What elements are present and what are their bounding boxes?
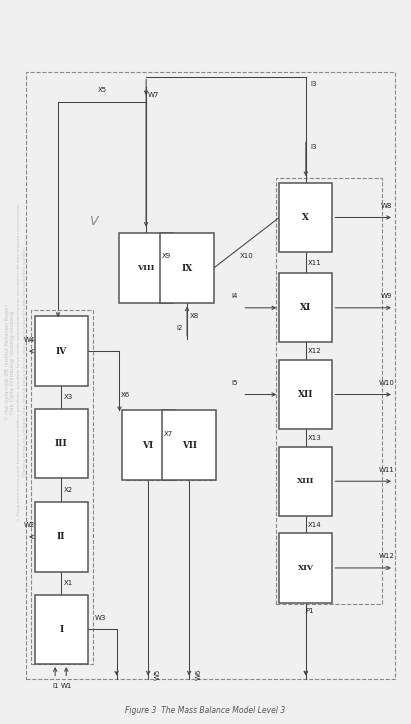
- Bar: [162, 411, 216, 480]
- Text: X13: X13: [308, 435, 322, 441]
- Bar: [26, 72, 395, 678]
- Bar: [35, 502, 88, 571]
- Text: X5: X5: [97, 88, 106, 93]
- Text: XIII: XIII: [297, 477, 314, 485]
- Text: XI: XI: [300, 303, 312, 312]
- Text: Dilarang mengutip sebagian atau seluruh karya tulis ini tanpa mencantumkan dan m: Dilarang mengutip sebagian atau seluruh …: [23, 247, 27, 477]
- Text: W2: W2: [24, 522, 35, 529]
- Text: IX: IX: [181, 264, 193, 272]
- Text: X8: X8: [190, 313, 199, 319]
- Text: I2: I2: [176, 325, 183, 331]
- Bar: [279, 447, 332, 516]
- Text: Hak Cipta Dilindungi Undang-Undang: Hak Cipta Dilindungi Undang-Undang: [11, 311, 16, 413]
- Text: X1: X1: [64, 580, 73, 586]
- Text: X: X: [302, 213, 309, 222]
- Text: XIV: XIV: [298, 564, 314, 572]
- Text: I4: I4: [232, 293, 238, 299]
- Text: IV: IV: [56, 347, 67, 355]
- Bar: [160, 233, 214, 303]
- Text: W8: W8: [381, 203, 392, 209]
- Text: VIII: VIII: [137, 264, 155, 272]
- Bar: [279, 182, 332, 252]
- Text: III: III: [55, 439, 68, 448]
- Text: © Hak cipta milik IPB (Institut Pertanian Bogor): © Hak cipta milik IPB (Institut Pertania…: [4, 304, 9, 420]
- Bar: [279, 360, 332, 429]
- Text: X14: X14: [308, 521, 322, 528]
- Bar: [35, 316, 88, 386]
- Text: VI: VI: [143, 441, 154, 450]
- Text: Figure 3  The Mass Balance Model Level 3: Figure 3 The Mass Balance Model Level 3: [125, 706, 286, 715]
- Text: W6: W6: [196, 668, 202, 680]
- Text: X11: X11: [308, 260, 322, 266]
- Text: X6: X6: [121, 392, 130, 397]
- Text: I1: I1: [52, 683, 58, 689]
- Text: W5: W5: [155, 668, 161, 680]
- Bar: [123, 232, 212, 302]
- Text: I3: I3: [310, 143, 316, 150]
- Bar: [35, 594, 88, 664]
- Text: II: II: [57, 532, 66, 542]
- Text: P1: P1: [306, 608, 314, 614]
- Text: W3: W3: [95, 615, 106, 620]
- Text: X9: X9: [162, 253, 171, 259]
- Bar: [35, 409, 88, 479]
- Bar: [126, 411, 215, 480]
- Text: a. Pengutipan hanya untuk kepentingan pendidikan, penelitian, penulisan karya il: a. Pengutipan hanya untuk kepentingan pe…: [17, 203, 21, 521]
- Text: W11: W11: [379, 467, 395, 473]
- Text: W10: W10: [379, 380, 395, 386]
- Text: XII: XII: [298, 390, 314, 399]
- Text: X10: X10: [240, 253, 253, 259]
- Text: X7: X7: [164, 431, 173, 437]
- Text: W1: W1: [60, 683, 72, 689]
- Text: W12: W12: [379, 553, 395, 560]
- Text: X3: X3: [64, 395, 73, 400]
- Bar: [122, 411, 175, 480]
- Text: X12: X12: [308, 348, 322, 354]
- Text: W4: W4: [24, 337, 35, 342]
- Bar: [279, 534, 332, 602]
- Text: X2: X2: [64, 487, 73, 493]
- Text: W9: W9: [381, 293, 392, 299]
- Bar: [120, 233, 173, 303]
- Text: V: V: [89, 214, 97, 227]
- Text: W7: W7: [148, 92, 159, 98]
- Text: I3: I3: [310, 81, 316, 87]
- Text: I: I: [59, 625, 63, 634]
- Bar: [279, 273, 332, 342]
- Bar: [276, 177, 382, 604]
- Text: I5: I5: [232, 380, 238, 386]
- Bar: [31, 310, 93, 664]
- Text: VII: VII: [182, 441, 196, 450]
